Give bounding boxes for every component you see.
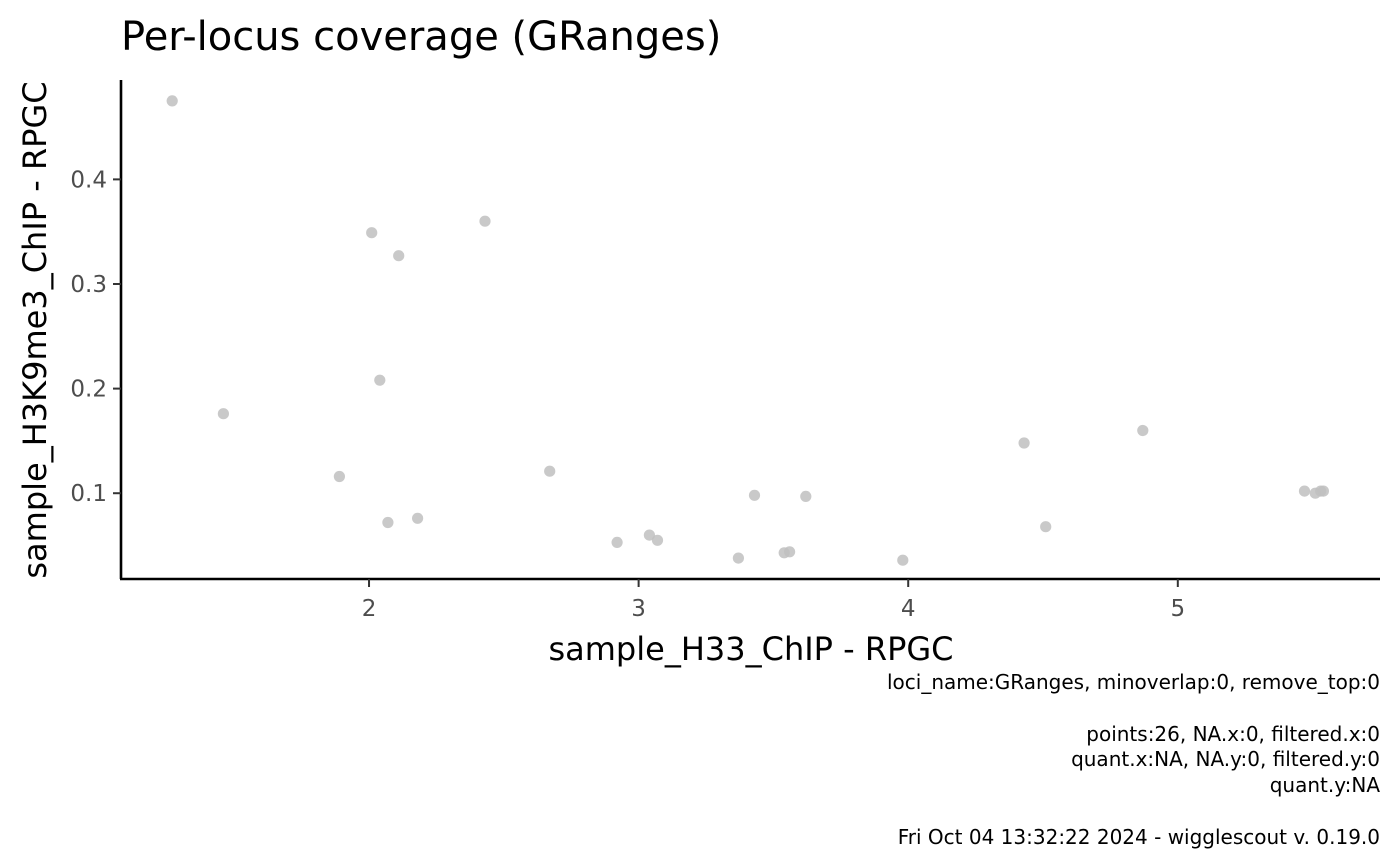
x-ticks: 2 3 4 5 xyxy=(362,579,1185,622)
scatter-point xyxy=(1018,437,1030,449)
scatter-point xyxy=(732,552,745,564)
scatter-point xyxy=(382,516,394,529)
scatter-point xyxy=(1317,485,1329,497)
y-tick-label: 0.2 xyxy=(70,377,107,403)
caption: loci_name:GRanges, minoverlap:0, remove_… xyxy=(887,670,1380,849)
scatter-point xyxy=(1298,485,1311,497)
y-tick-label: 0.1 xyxy=(70,481,107,507)
scatter-point xyxy=(544,465,556,477)
scatter-point xyxy=(393,250,405,262)
x-tick-label: 5 xyxy=(1170,596,1185,622)
scatter-point xyxy=(611,536,623,549)
y-ticks: 0.1 0.2 0.3 0.4 xyxy=(70,167,121,507)
scatter-point xyxy=(784,546,796,558)
caption-line: Fri Oct 04 13:32:22 2024 - wigglescout v… xyxy=(898,825,1380,849)
x-tick-label: 2 xyxy=(362,596,377,622)
scatter-point xyxy=(366,227,378,239)
x-tick-label: 4 xyxy=(901,596,916,622)
scatter-point xyxy=(479,215,491,227)
scatter-point xyxy=(374,374,386,386)
chart-title: Per-locus coverage (GRanges) xyxy=(121,14,721,60)
scatter-point xyxy=(333,470,345,483)
scatter-point xyxy=(800,490,812,502)
scatter-point xyxy=(217,408,229,420)
caption-line: points:26, NA.x:0, filtered.x:0 xyxy=(1086,722,1380,746)
scatter-point xyxy=(643,529,656,541)
caption-line: quant.x:NA, NA.y:0, filtered.y:0 xyxy=(1071,747,1380,771)
scatter-point xyxy=(412,512,424,524)
y-axis-title: sample_H3K9me3_ChIP - RPGC xyxy=(16,81,54,578)
x-tick-label: 3 xyxy=(631,596,646,622)
scatter-point xyxy=(897,554,909,566)
points-layer xyxy=(166,95,1329,566)
scatter-point xyxy=(651,534,664,546)
caption-line: quant.y:NA xyxy=(1270,773,1381,797)
y-tick-label: 0.3 xyxy=(70,272,107,298)
scatter-point xyxy=(748,489,761,501)
x-axis-title: sample_H33_ChIP - RPGC xyxy=(548,630,953,668)
y-tick-label: 0.4 xyxy=(70,167,107,193)
scatter-point xyxy=(166,95,178,107)
scatter-point xyxy=(1137,424,1149,437)
caption-line: loci_name:GRanges, minoverlap:0, remove_… xyxy=(887,670,1380,694)
scatter-point xyxy=(1040,521,1052,533)
